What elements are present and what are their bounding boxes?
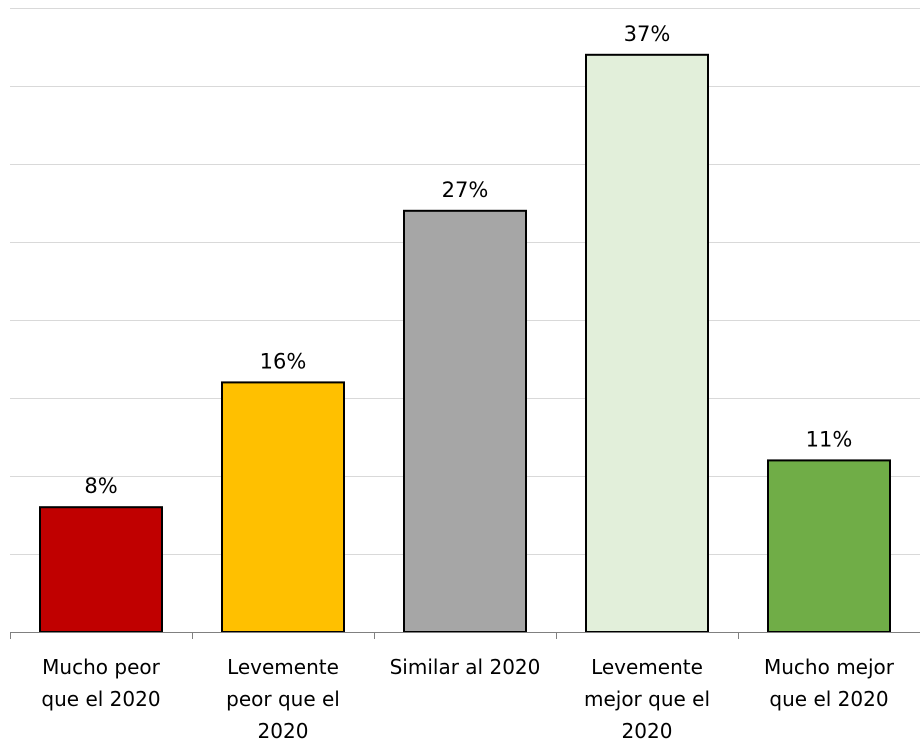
category-label: Mucho mejor xyxy=(764,655,895,679)
category-label: que el 2020 xyxy=(769,687,888,711)
bar xyxy=(403,209,527,634)
data-label: 16% xyxy=(260,349,307,373)
data-label: 37% xyxy=(624,22,671,46)
data-label: 27% xyxy=(442,178,489,202)
category-label: Similar al 2020 xyxy=(390,655,541,679)
category-label: mejor que el xyxy=(584,687,710,711)
category-label: que el 2020 xyxy=(41,687,160,711)
bars xyxy=(39,53,891,634)
category-label: Mucho peor xyxy=(42,655,160,679)
category-label: Levemente xyxy=(227,655,339,679)
category-labels: Mucho peor que el 2020 Levemente peor que e… xyxy=(41,655,894,742)
category-label: peor que el xyxy=(226,687,340,711)
data-label: 11% xyxy=(806,427,853,451)
x-axis xyxy=(10,632,920,639)
bar xyxy=(39,506,163,634)
bar xyxy=(767,459,891,633)
data-labels: 8% 16% 27% 37% 11% xyxy=(84,22,852,498)
category-label: 2020 xyxy=(622,719,673,742)
category-label: Levemente xyxy=(591,655,703,679)
data-label: 8% xyxy=(84,474,117,498)
category-label: 2020 xyxy=(258,719,309,742)
bar xyxy=(585,53,709,634)
bar xyxy=(221,381,345,633)
